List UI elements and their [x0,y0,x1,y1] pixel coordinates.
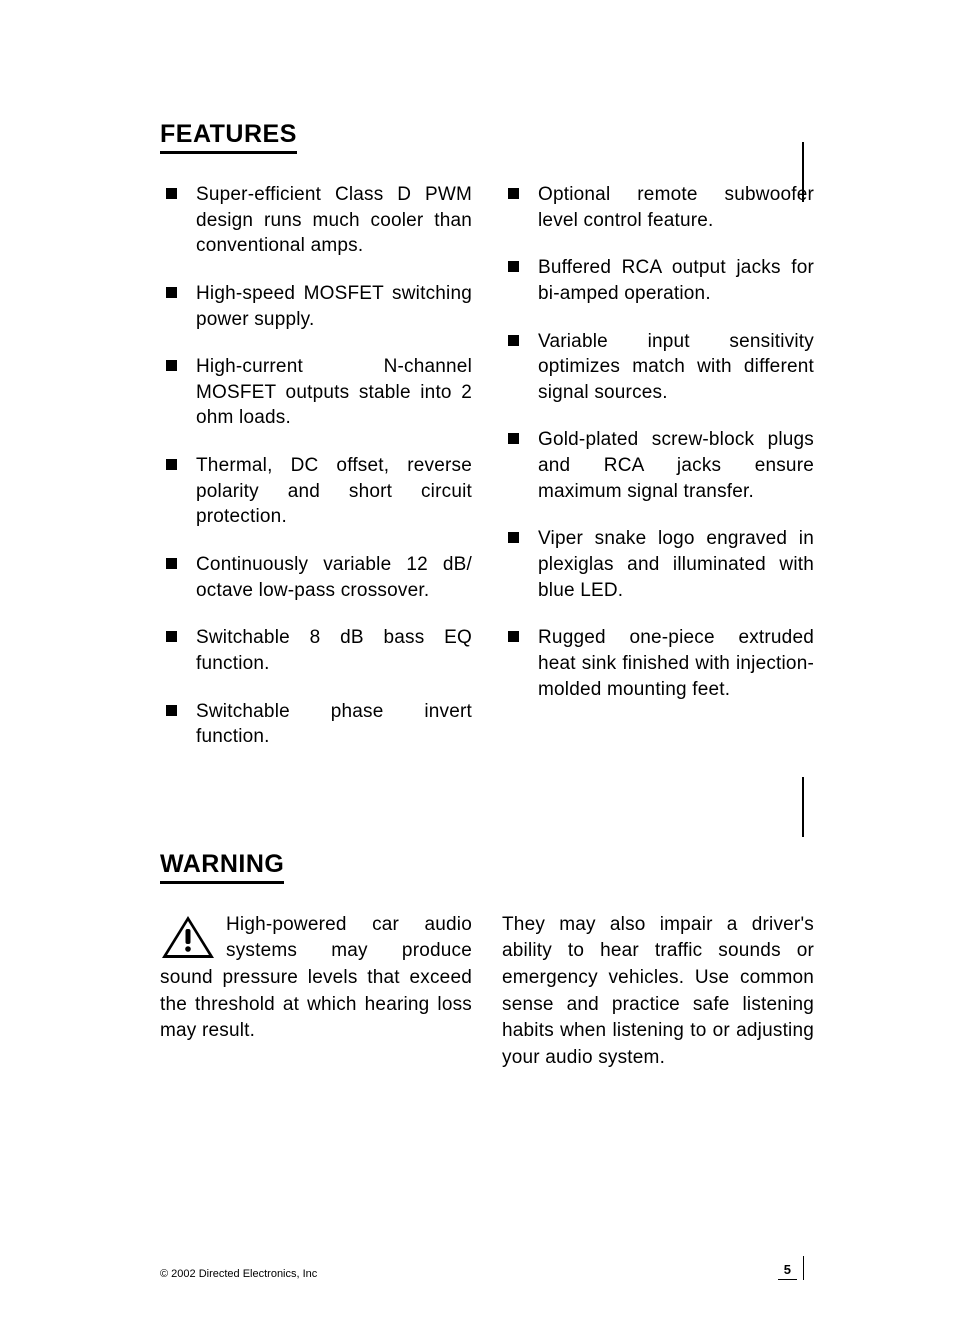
feature-item: Thermal, DC offset, reverse polarity and… [160,453,472,530]
feature-item: Switchable 8 dB bass EQ function. [160,625,472,676]
copyright-text: © 2002 Directed Electronics, Inc [160,1268,317,1280]
feature-item: Continuously variable 12 dB/ octave low-… [160,552,472,603]
warning-text-right: They may also impair a driver's ability … [502,914,814,1068]
warning-heading: WARNING [160,850,284,884]
features-list-right: Optional remote subwoofer level control … [502,182,814,702]
margin-rule-2 [802,777,804,837]
warning-section: WARNING High-powered car audio systems m… [160,850,814,1072]
warning-col-right: They may also impair a driver's ability … [502,912,814,1072]
feature-item: Gold-plated screw-block plugs and RCA ja… [502,427,814,504]
feature-item: Buffered RCA output jacks for bi-amped o… [502,255,814,306]
page: FEATURES Super-efficient Class D PWM des… [0,0,954,1330]
warning-icon [160,914,216,960]
feature-item: High-current N-channel MOSFET outputs st… [160,354,472,431]
warning-col-left: High-powered car audio systems may produ… [160,912,472,1072]
page-number-wrap: 5 [778,1256,804,1280]
page-number: 5 [778,1262,797,1280]
feature-item: Variable input sensitivity optimizes mat… [502,329,814,406]
page-number-rule [803,1256,804,1280]
features-col-right: Optional remote subwoofer level control … [502,182,814,772]
features-section: FEATURES Super-efficient Class D PWM des… [160,120,814,772]
features-list-left: Super-efficient Class D PWM design runs … [160,182,472,750]
feature-item: Super-efficient Class D PWM design runs … [160,182,472,259]
features-heading: FEATURES [160,120,297,154]
feature-item: Switchable phase invert function. [160,699,472,750]
feature-item: Viper snake logo engraved in plexiglas a… [502,526,814,603]
feature-item: High-speed MOSFET switching power supply… [160,281,472,332]
feature-item: Rugged one-piece extruded heat sink fini… [502,625,814,702]
warning-columns: High-powered car audio systems may produ… [160,912,814,1072]
features-columns: Super-efficient Class D PWM design runs … [160,182,814,772]
features-col-left: Super-efficient Class D PWM design runs … [160,182,472,772]
page-footer: © 2002 Directed Electronics, Inc 5 [160,1256,804,1280]
feature-item: Optional remote subwoofer level control … [502,182,814,233]
